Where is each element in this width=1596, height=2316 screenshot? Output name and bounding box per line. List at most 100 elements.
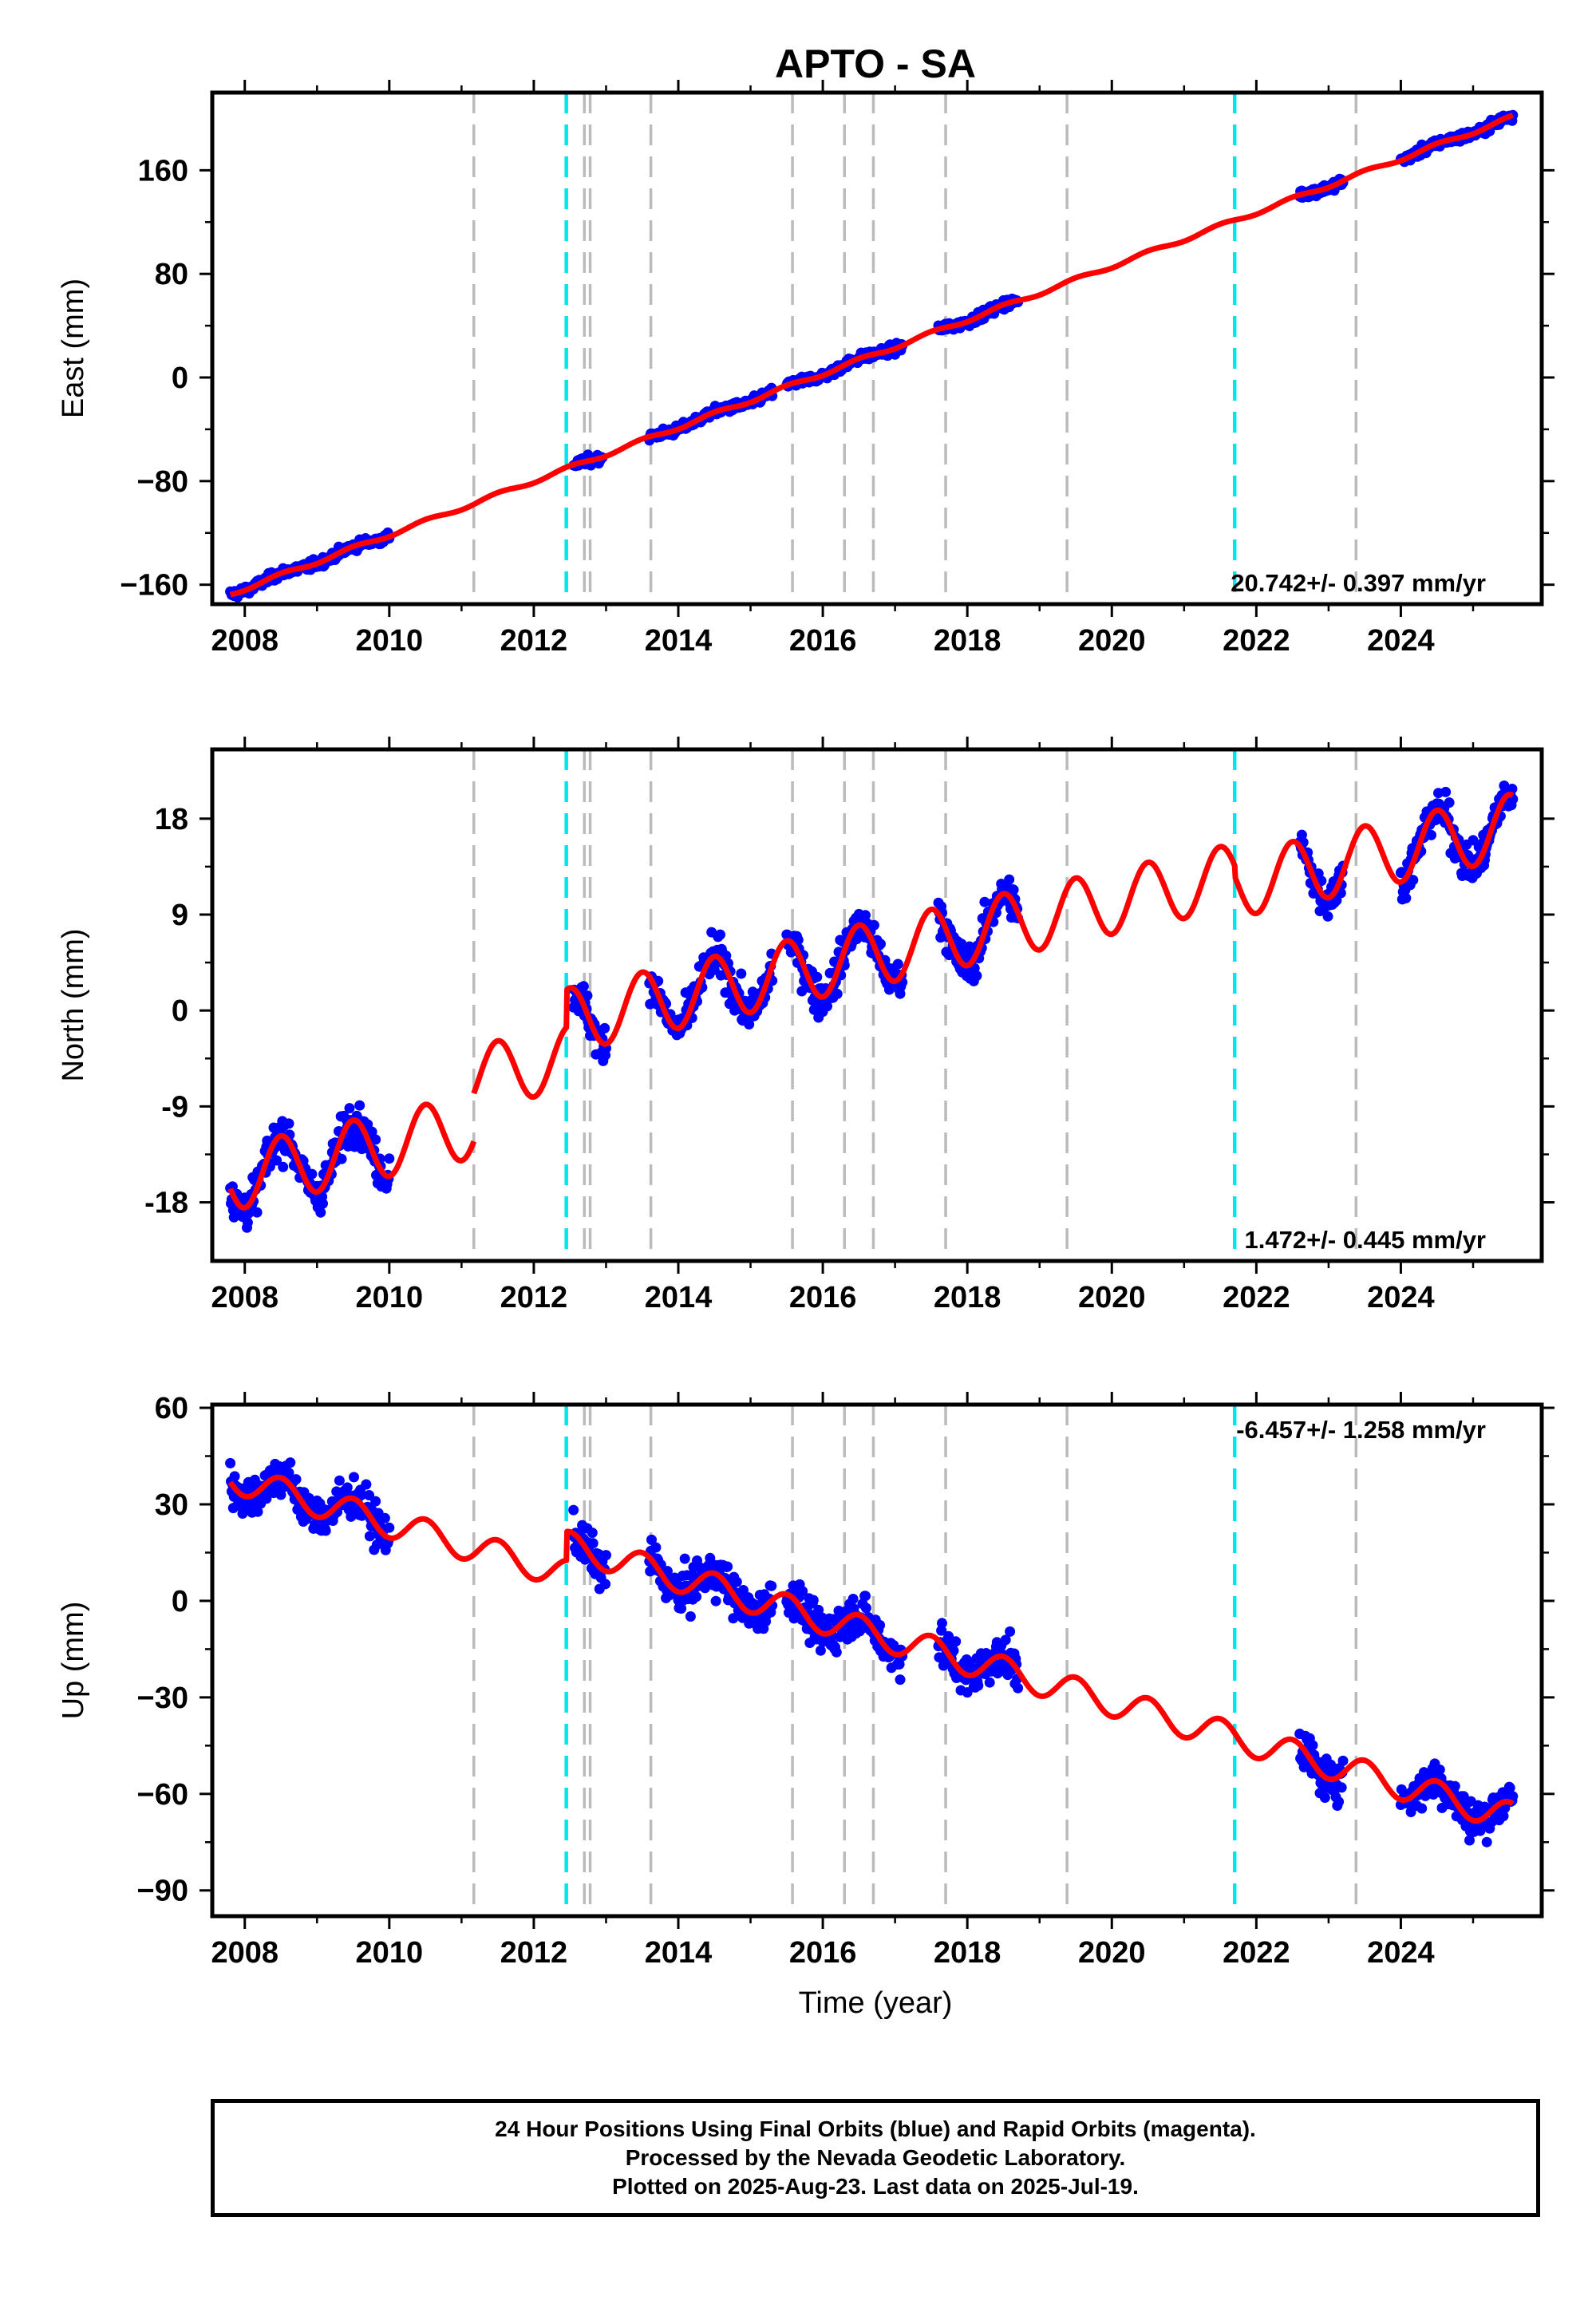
data-point (1416, 1803, 1428, 1814)
event-lines (472, 1405, 1358, 1916)
x-tick-label: 2016 (789, 1281, 857, 1314)
data-point (979, 896, 990, 907)
velocity-annotation: 1.472+/- 0.445 mm/yr (1245, 1226, 1486, 1254)
data-point (797, 1586, 808, 1597)
data-point (600, 1579, 611, 1590)
x-tick-label: 2020 (1078, 1281, 1146, 1314)
data-point (1013, 1682, 1024, 1694)
data-point (832, 988, 843, 999)
data-point (847, 1594, 859, 1604)
data-point (973, 1680, 984, 1691)
x-tick-label: 2022 (1223, 624, 1290, 658)
panel-2: -18 -9 0 9 18 2008 2010 2012 2014 2016 2018 2020 202… (57, 737, 1555, 1314)
x-tick-label: 2022 (1223, 1281, 1290, 1314)
model-curves (228, 113, 1515, 598)
x-tick-label: 2014 (645, 1281, 713, 1314)
data-point (875, 939, 886, 950)
data-point (306, 1168, 318, 1180)
y-axis: −160 −80 0 80 160 (120, 154, 1555, 603)
data-point (1507, 784, 1518, 794)
data-point (1481, 1836, 1492, 1848)
data-point (971, 970, 982, 982)
x-tick-label: 2010 (356, 624, 424, 658)
data-point (875, 1619, 886, 1630)
x-tick-label: 2012 (500, 1936, 568, 1970)
x-tick-label: 2018 (934, 1281, 1001, 1314)
data-point (349, 1472, 359, 1483)
data-point (646, 1534, 657, 1545)
y-tick-label: 9 (172, 899, 188, 932)
y-tick-label: −30 (137, 1682, 188, 1715)
data-point (356, 1490, 366, 1500)
data-point (1336, 1782, 1347, 1793)
data-point (715, 929, 725, 940)
data-point (318, 1198, 328, 1209)
data-point (1475, 1825, 1486, 1836)
panel-1: −160 −80 0 80 160 2008 2010 2012 2014 2016 2018 202… (57, 80, 1555, 658)
x-tick-label: 2014 (645, 1936, 713, 1970)
data-point (320, 1525, 331, 1536)
data-point (943, 1630, 954, 1642)
data-point (587, 1528, 598, 1539)
data-point (1449, 1780, 1460, 1792)
x-tick-label: 2008 (211, 624, 279, 658)
model-line (471, 792, 1515, 1101)
data-point (1337, 1755, 1349, 1766)
data-point (587, 1538, 598, 1549)
y-axis-label: North (mm) (57, 928, 90, 1081)
x-tick-label: 2014 (645, 624, 713, 658)
footer-line-1: 24 Hour Positions Using Final Orbits (bl… (495, 2116, 1256, 2141)
observation-points (225, 1457, 1519, 1848)
y-tick-label: 160 (138, 154, 188, 188)
data-point (937, 1618, 947, 1629)
data-point (691, 1591, 702, 1603)
x-axis: 2008 2010 2012 2014 2016 2018 2020 2022 2024 (211, 80, 1475, 658)
data-point (364, 1531, 375, 1542)
data-point (271, 1155, 282, 1166)
data-point (679, 1553, 690, 1564)
data-point (1319, 1792, 1330, 1803)
data-point (815, 1645, 826, 1656)
data-point (766, 1580, 777, 1591)
data-point (1504, 1782, 1515, 1793)
data-point (283, 1118, 294, 1129)
data-point (808, 1595, 819, 1606)
data-point (1444, 797, 1455, 808)
event-lines (472, 93, 1358, 604)
data-point (364, 1490, 374, 1500)
data-point (710, 1595, 721, 1607)
data-point (379, 1512, 390, 1524)
y-axis: −90 −60 −30 0 30 60 (137, 1392, 1555, 1908)
data-point (344, 1103, 355, 1114)
footer-line-3: Plotted on 2025-Aug-23. Last data on 202… (612, 2174, 1139, 2199)
y-axis-label: Up (mm) (57, 1602, 90, 1720)
x-tick-label: 2022 (1223, 1936, 1290, 1970)
data-point (1434, 1765, 1445, 1775)
data-point (1426, 829, 1436, 840)
data-point (892, 958, 903, 970)
observation-points (225, 781, 1519, 1233)
data-point (860, 910, 871, 921)
data-point (252, 1506, 263, 1517)
data-point (738, 1585, 749, 1595)
model-curves (227, 792, 1515, 1211)
x-tick-label: 2020 (1078, 624, 1146, 658)
y-tick-label: 0 (172, 994, 188, 1028)
x-tick-label: 2020 (1078, 1936, 1146, 1970)
data-point (950, 1636, 962, 1647)
y-tick-label: −90 (137, 1875, 188, 1908)
velocity-annotation: 20.742+/- 0.397 mm/yr (1231, 569, 1486, 597)
data-point (831, 1646, 842, 1658)
x-tick-label: 2016 (789, 624, 857, 658)
panels-group: −160 −80 0 80 160 2008 2010 2012 2014 2016 2018 202… (57, 80, 1555, 1970)
data-point (336, 1153, 347, 1164)
data-point (251, 1207, 263, 1218)
y-tick-label: −60 (137, 1778, 188, 1812)
x-tick-label: 2016 (789, 1936, 857, 1970)
data-point (731, 1576, 742, 1587)
x-tick-label: 2012 (500, 1281, 568, 1314)
x-tick-label: 2008 (211, 1281, 279, 1314)
data-point (315, 1207, 326, 1218)
